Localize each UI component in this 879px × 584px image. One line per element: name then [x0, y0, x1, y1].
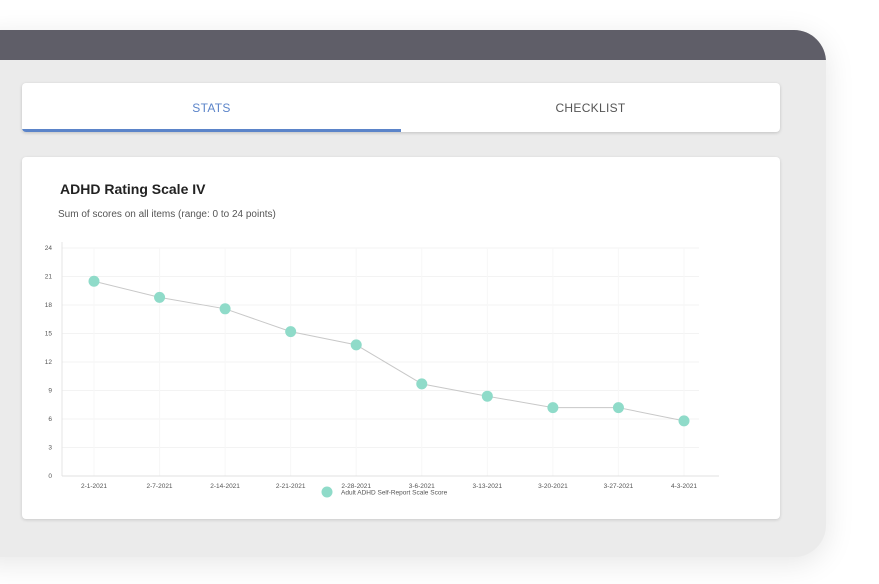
tab-bar: STATS CHECKLIST	[22, 83, 780, 132]
y-tick-label: 24	[45, 245, 53, 252]
x-tick-label: 2-7-2021	[147, 483, 173, 490]
y-tick-label: 12	[45, 359, 53, 366]
line-chart: 0 3 6 9 12 15 18 21 24 2-1-2021 2-7-2021 2-14-2021 2…	[45, 242, 719, 498]
data-point	[612, 402, 624, 414]
x-tick-label: 3-27-2021	[604, 483, 634, 490]
y-tick-label: 9	[48, 388, 52, 395]
y-tick-label: 15	[45, 331, 53, 338]
data-point	[285, 326, 297, 338]
legend-label: Adult ADHD Self-Report Scale Score	[341, 490, 448, 497]
chart-subtitle: Sum of scores on all items (range: 0 to …	[58, 209, 276, 220]
x-tick-label: 2-21-2021	[276, 483, 306, 490]
y-tick-label: 6	[48, 416, 52, 423]
y-tick-label: 3	[48, 445, 52, 452]
x-tick-label: 2-28-2021	[341, 483, 371, 490]
device-frame: STATS CHECKLIST ADHD Rating Scale IV Sum…	[0, 30, 826, 557]
tab-checklist[interactable]: CHECKLIST	[555, 100, 626, 115]
data-point	[547, 402, 559, 414]
series-line	[93, 280, 685, 422]
device-top-bar	[0, 30, 826, 60]
data-point	[678, 415, 690, 427]
x-tick-label: 4-3-2021	[671, 483, 697, 490]
x-tick-label: 2-14-2021	[210, 483, 240, 490]
data-point	[350, 339, 362, 351]
data-point	[154, 291, 166, 303]
legend-marker	[321, 486, 333, 498]
x-tick-label: 2-1-2021	[81, 483, 107, 490]
y-tick-label: 21	[45, 274, 53, 281]
data-point	[416, 378, 428, 390]
data-point	[481, 390, 493, 402]
chart-card: ADHD Rating Scale IV Sum of scores on al…	[22, 157, 780, 519]
tab-stats[interactable]: STATS	[22, 83, 401, 132]
x-tick-label: 3-6-2021	[409, 483, 435, 490]
chart-title: ADHD Rating Scale IV	[60, 181, 206, 197]
x-tick-label: 3-20-2021	[538, 483, 568, 490]
y-tick-label: 18	[45, 302, 53, 309]
x-tick-label: 3-13-2021	[473, 483, 503, 490]
data-point	[219, 303, 231, 315]
data-point	[88, 275, 100, 287]
y-tick-label: 0	[48, 473, 52, 480]
